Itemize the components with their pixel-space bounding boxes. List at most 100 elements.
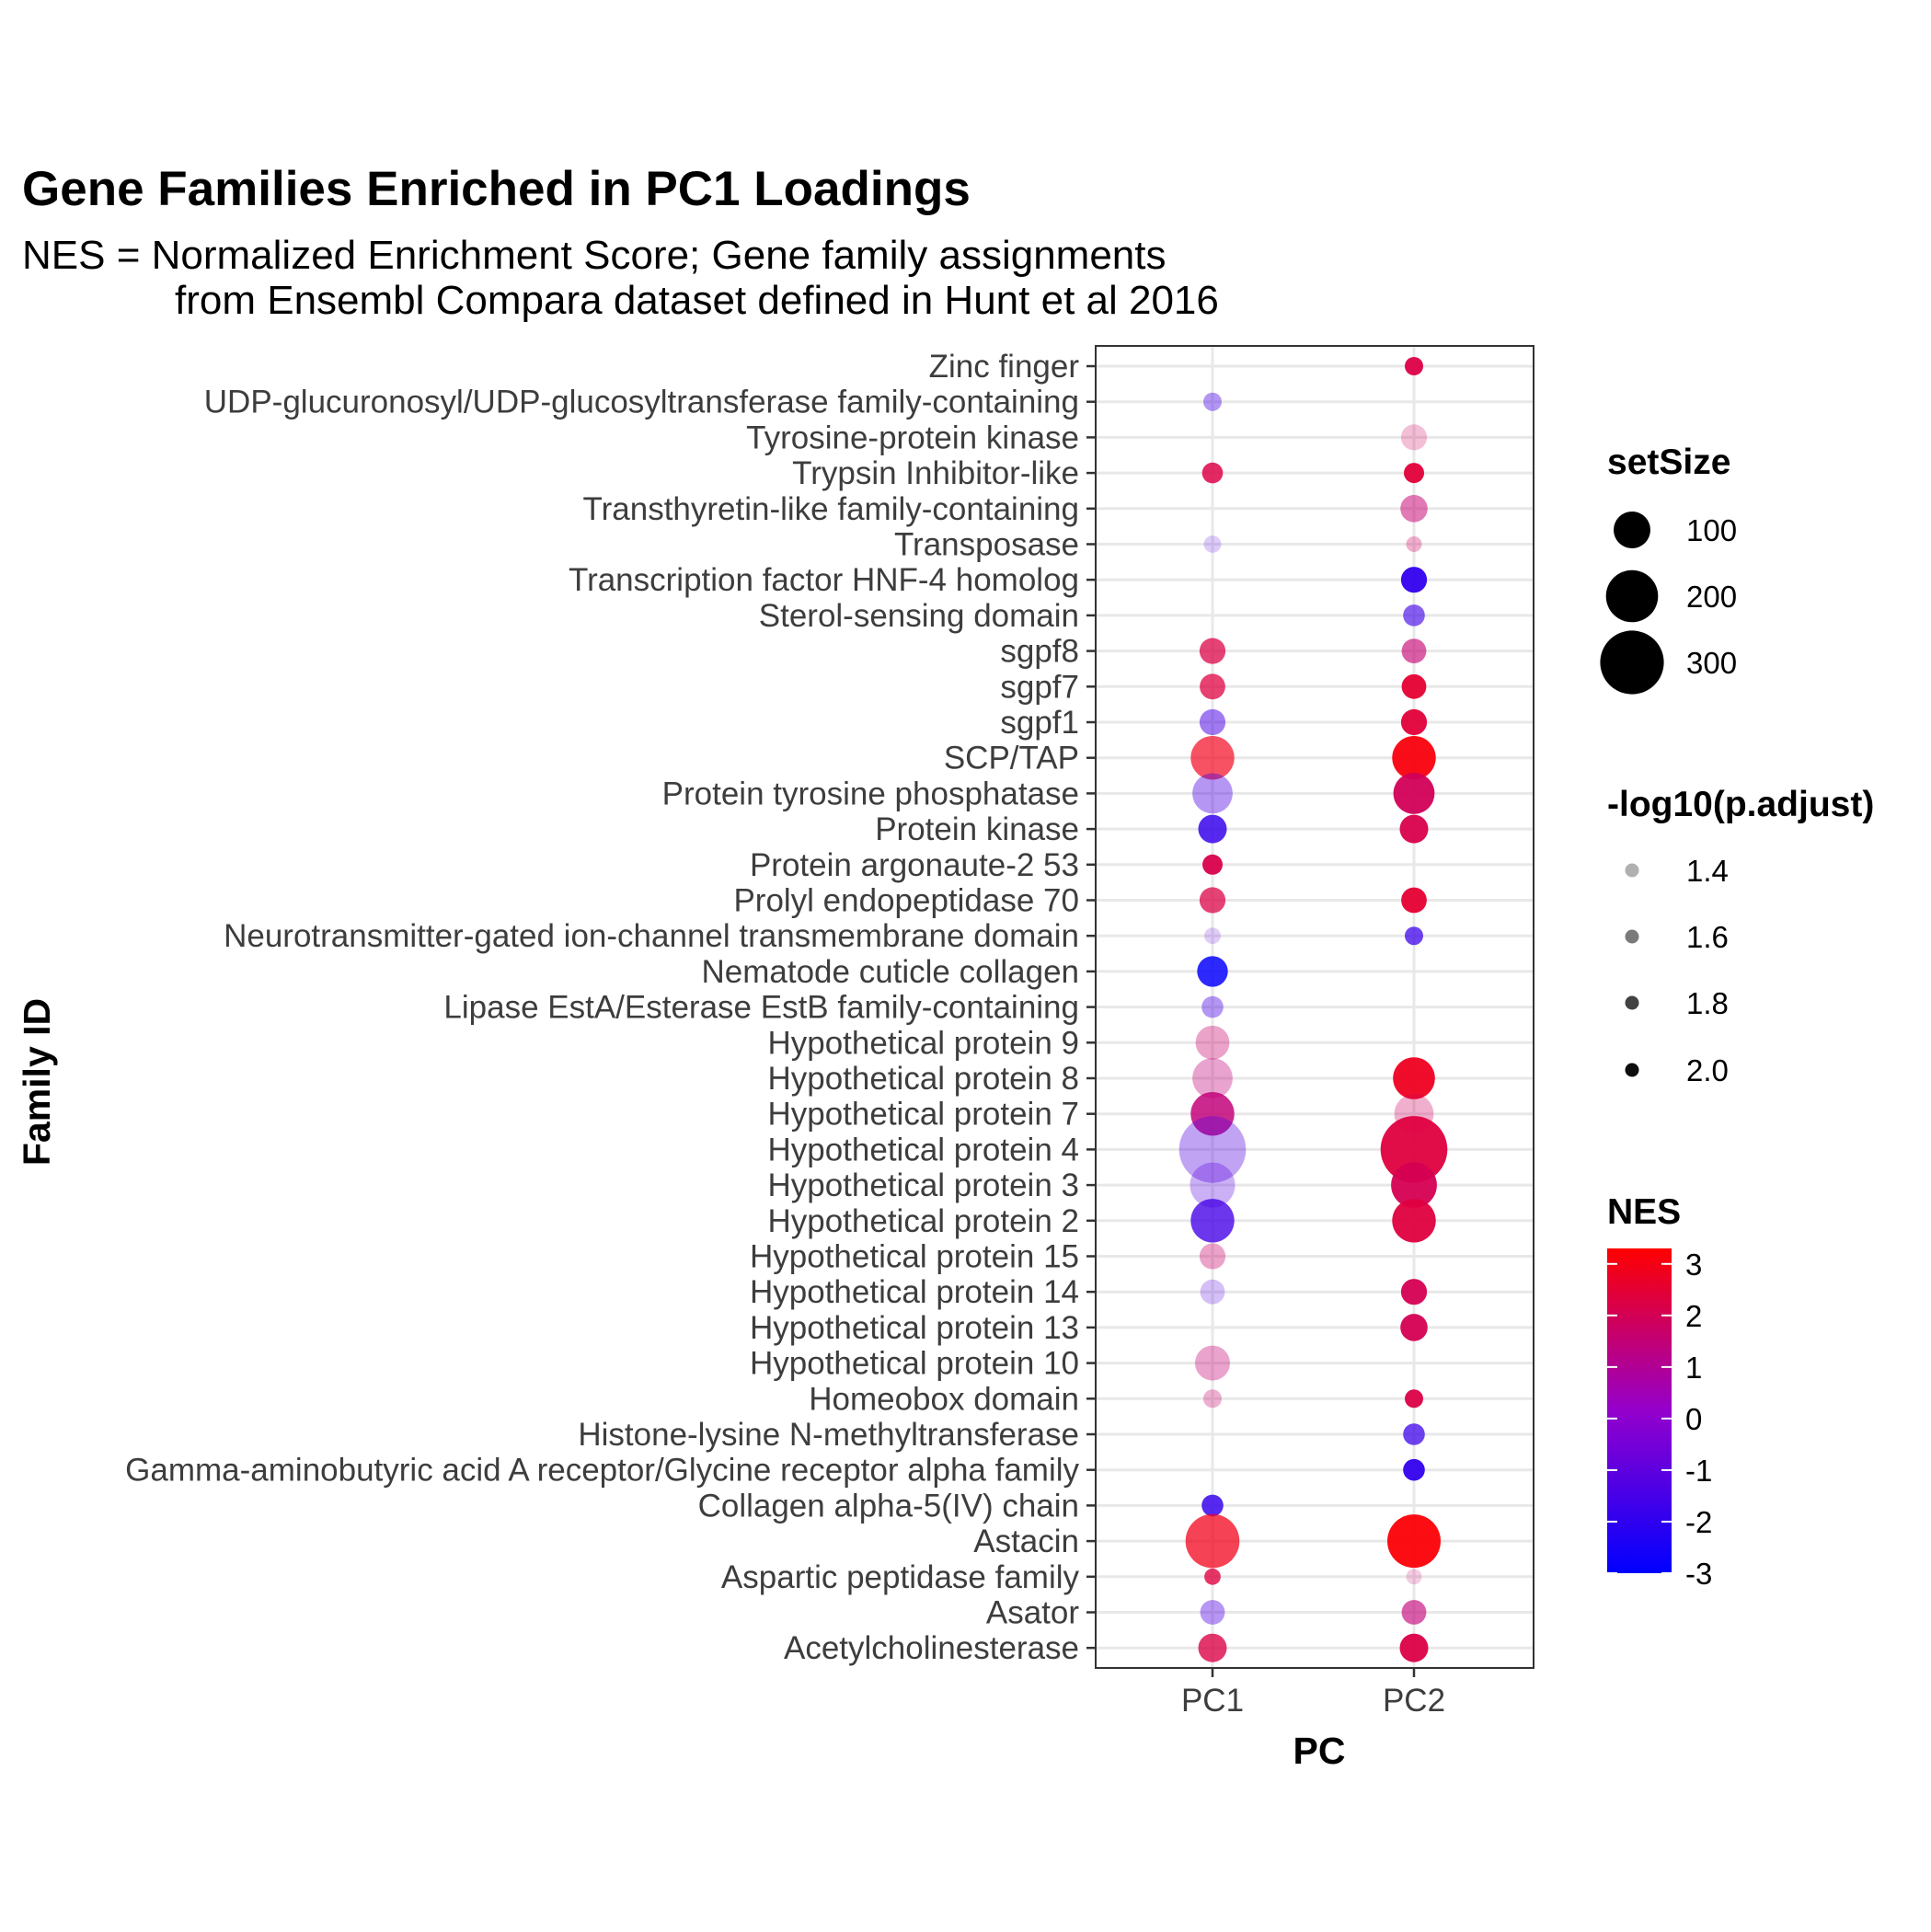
legend-pvalue-key bbox=[1625, 929, 1639, 944]
chart-title: Gene Families Enriched in PC1 Loadings bbox=[22, 162, 971, 216]
data-point bbox=[1406, 536, 1422, 552]
legend-pvalue-key bbox=[1625, 995, 1639, 1010]
y-tick-label: Asator bbox=[986, 1595, 1079, 1631]
data-point bbox=[1405, 357, 1423, 375]
nes-colorbar-label: 0 bbox=[1685, 1402, 1702, 1436]
data-point bbox=[1405, 926, 1423, 946]
y-tick-label: Hypothetical protein 9 bbox=[767, 1025, 1079, 1061]
data-point bbox=[1198, 1633, 1227, 1662]
y-tick-label: Hypothetical protein 2 bbox=[767, 1203, 1079, 1239]
data-point bbox=[1380, 1116, 1448, 1183]
data-point bbox=[1401, 1600, 1427, 1625]
data-point bbox=[1190, 736, 1235, 780]
x-tick-label: PC1 bbox=[1181, 1683, 1244, 1719]
y-tick-label: Hypothetical protein 14 bbox=[750, 1274, 1079, 1310]
data-point bbox=[1204, 927, 1221, 945]
data-point bbox=[1400, 1279, 1428, 1305]
legend-setsize-label: 200 bbox=[1686, 580, 1737, 614]
y-axis-title: Family ID bbox=[16, 998, 58, 1166]
y-tick-label: sgpf7 bbox=[1000, 669, 1079, 705]
legend-pvalue-label: 1.8 bbox=[1686, 986, 1729, 1020]
data-point bbox=[1391, 1162, 1437, 1208]
y-tick-label: Transthyretin-like family-containing bbox=[583, 491, 1079, 527]
y-tick-label: Hypothetical protein 10 bbox=[750, 1346, 1079, 1382]
y-tick-label: Hypothetical protein 8 bbox=[767, 1061, 1079, 1097]
y-tick-label: Transposase bbox=[894, 527, 1079, 563]
data-point bbox=[1399, 1633, 1429, 1662]
data-point bbox=[1406, 1569, 1422, 1585]
data-point bbox=[1401, 638, 1427, 663]
legend-nes-title: NES bbox=[1607, 1192, 1681, 1232]
data-point bbox=[1399, 814, 1429, 844]
data-point bbox=[1393, 1057, 1435, 1099]
legend-setsize-key bbox=[1614, 512, 1650, 548]
plot-panel bbox=[1095, 345, 1534, 1669]
y-tick-label: UDP-glucuronosyl/UDP-glucosyltransferase… bbox=[204, 385, 1079, 420]
legend-pvalue-label: 1.6 bbox=[1686, 920, 1729, 954]
y-tick-label: Neurotransmitter-gated ion-channel trans… bbox=[224, 918, 1079, 954]
data-point bbox=[1203, 392, 1222, 411]
data-point bbox=[1178, 1116, 1247, 1183]
y-tick-label: Histone-lysine N-methyltransferase bbox=[578, 1417, 1079, 1453]
data-point bbox=[1404, 463, 1424, 484]
data-point bbox=[1400, 424, 1428, 451]
x-tick-label: PC2 bbox=[1383, 1683, 1445, 1719]
y-tick-label: Tyrosine-protein kinase bbox=[746, 420, 1079, 455]
y-tick-label: Hypothetical protein 4 bbox=[767, 1132, 1079, 1167]
data-point bbox=[1403, 1458, 1425, 1481]
data-point bbox=[1190, 1092, 1235, 1136]
data-point bbox=[1198, 814, 1227, 844]
data-point bbox=[1400, 708, 1428, 736]
legend-pvalue-key bbox=[1625, 1063, 1639, 1077]
data-point bbox=[1201, 462, 1224, 484]
y-tick-label: sgpf8 bbox=[1000, 634, 1079, 670]
nes-colorbar bbox=[1607, 1248, 1672, 1573]
data-point bbox=[1387, 1514, 1441, 1569]
x-axis-tick-labels: PC1 PC2 bbox=[1181, 1668, 1445, 1719]
y-tick-label: Protein argonaute-2 53 bbox=[750, 847, 1079, 883]
data-point bbox=[1199, 887, 1226, 914]
data-point bbox=[1405, 1389, 1423, 1409]
y-tick-label: sgpf1 bbox=[1000, 705, 1079, 741]
chart-subtitle-line-1: NES = Normalized Enrichment Score; Gene … bbox=[22, 233, 1167, 278]
data-point bbox=[1200, 1279, 1225, 1305]
data-point bbox=[1192, 773, 1233, 814]
y-tick-label: Protein tyrosine phosphatase bbox=[662, 776, 1079, 811]
data-point bbox=[1185, 1513, 1240, 1569]
data-point bbox=[1197, 956, 1228, 987]
y-tick-label: Hypothetical protein 7 bbox=[767, 1097, 1079, 1133]
legend-setsize-label: 100 bbox=[1686, 513, 1737, 547]
y-tick-label: Hypothetical protein 15 bbox=[750, 1239, 1079, 1275]
y-tick-label: SCP/TAP bbox=[944, 741, 1079, 776]
y-tick-label: Aspartic peptidase family bbox=[721, 1559, 1080, 1595]
data-point bbox=[1199, 708, 1226, 736]
data-point bbox=[1204, 1568, 1221, 1585]
data-point bbox=[1393, 773, 1435, 814]
y-tick-label: Hypothetical protein 3 bbox=[767, 1167, 1079, 1203]
data-point bbox=[1201, 1494, 1224, 1517]
y-tick-label: Astacin bbox=[973, 1524, 1079, 1559]
y-tick-label: Zinc finger bbox=[929, 349, 1080, 385]
nes-colorbar-label: 1 bbox=[1685, 1351, 1702, 1385]
x-axis-title: PC bbox=[1293, 1730, 1346, 1772]
data-point bbox=[1400, 567, 1428, 593]
nes-colorbar-label: -1 bbox=[1685, 1454, 1712, 1488]
data-point bbox=[1400, 495, 1428, 523]
data-point bbox=[1203, 1389, 1222, 1409]
data-point bbox=[1199, 1243, 1226, 1270]
legend-pvalue-label: 1.4 bbox=[1686, 854, 1729, 888]
data-point bbox=[1401, 673, 1427, 699]
legend-setsize-label: 300 bbox=[1686, 646, 1737, 680]
data-point bbox=[1201, 995, 1224, 1018]
data-point bbox=[1195, 1345, 1230, 1381]
data-point bbox=[1403, 1423, 1425, 1445]
data-point bbox=[1392, 1199, 1436, 1243]
y-tick-label: Gamma-aminobutyric acid A receptor/Glyci… bbox=[125, 1453, 1079, 1489]
data-point bbox=[1403, 604, 1425, 627]
y-tick-label: Hypothetical protein 13 bbox=[750, 1310, 1079, 1346]
data-point bbox=[1200, 1600, 1225, 1625]
data-point bbox=[1202, 854, 1223, 875]
y-tick-label: Prolyl endopeptidase 70 bbox=[733, 883, 1079, 919]
data-point bbox=[1199, 638, 1226, 664]
legend-pvalue-title: -log10(p.adjust) bbox=[1607, 785, 1874, 824]
